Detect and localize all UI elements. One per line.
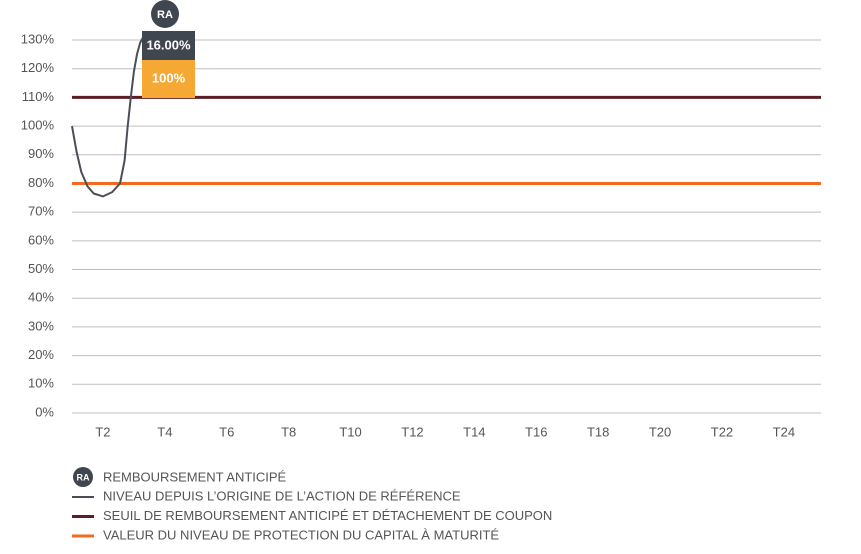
x-tick-label: T16 (525, 424, 547, 439)
legend-label: SEUIL DE REMBOURSEMENT ANTICIPÉ ET DÉTAC… (103, 508, 552, 523)
x-tick-label: T22 (711, 424, 733, 439)
series-line (71, 36, 145, 198)
legend-label: REMBOURSEMENT ANTICIPÉ (103, 469, 287, 484)
x-tick-label: T14 (463, 424, 485, 439)
x-tick-label: T8 (281, 424, 296, 439)
y-tick-label: 100% (21, 118, 55, 133)
legend-ra-text: RA (77, 472, 90, 482)
y-tick-label: 40% (28, 290, 54, 305)
legend-label: VALEUR DU NIVEAU DE PROTECTION DU CAPITA… (103, 527, 499, 542)
redemption-label: 100% (152, 70, 186, 85)
y-tick-label: 50% (28, 261, 54, 276)
legend: RA REMBOURSEMENT ANTICIPÉ NIVEAU DEPUIS … (72, 467, 552, 542)
x-tick-label: T18 (587, 424, 609, 439)
y-tick-label: 90% (28, 146, 54, 161)
ra-badge-text: RA (157, 9, 173, 21)
x-tick-label: T2 (95, 424, 110, 439)
x-tick-label: T10 (339, 424, 361, 439)
y-tick-label: 30% (28, 318, 54, 333)
y-tick-label: 80% (28, 175, 54, 190)
x-tick-label: T24 (773, 424, 795, 439)
y-tick-label: 60% (28, 232, 54, 247)
redemption-box (142, 60, 195, 98)
y-tick-label: 130% (21, 31, 55, 46)
legend-label: NIVEAU DEPUIS L’ORIGINE DE L’ACTION DE R… (103, 488, 461, 503)
y-tick-label: 10% (28, 376, 54, 391)
legend-ra-badge (73, 467, 93, 487)
annotation: 16.00% 100% RA (142, 0, 195, 98)
y-tick-label: 120% (21, 60, 55, 75)
y-tick-label: 20% (28, 347, 54, 362)
ra-badge (151, 0, 179, 28)
x-tick-label: T4 (157, 424, 172, 439)
x-tick-label: T6 (219, 424, 234, 439)
y-tick-label: 70% (28, 204, 54, 219)
coupon-box (142, 31, 195, 60)
y-tick-label: 0% (35, 404, 54, 419)
coupon-label: 16.00% (146, 37, 191, 52)
y-tick-label: 110% (22, 89, 55, 104)
x-tick-label: T20 (649, 424, 671, 439)
reference-lines (72, 95, 821, 185)
x-tick-label: T12 (401, 424, 423, 439)
